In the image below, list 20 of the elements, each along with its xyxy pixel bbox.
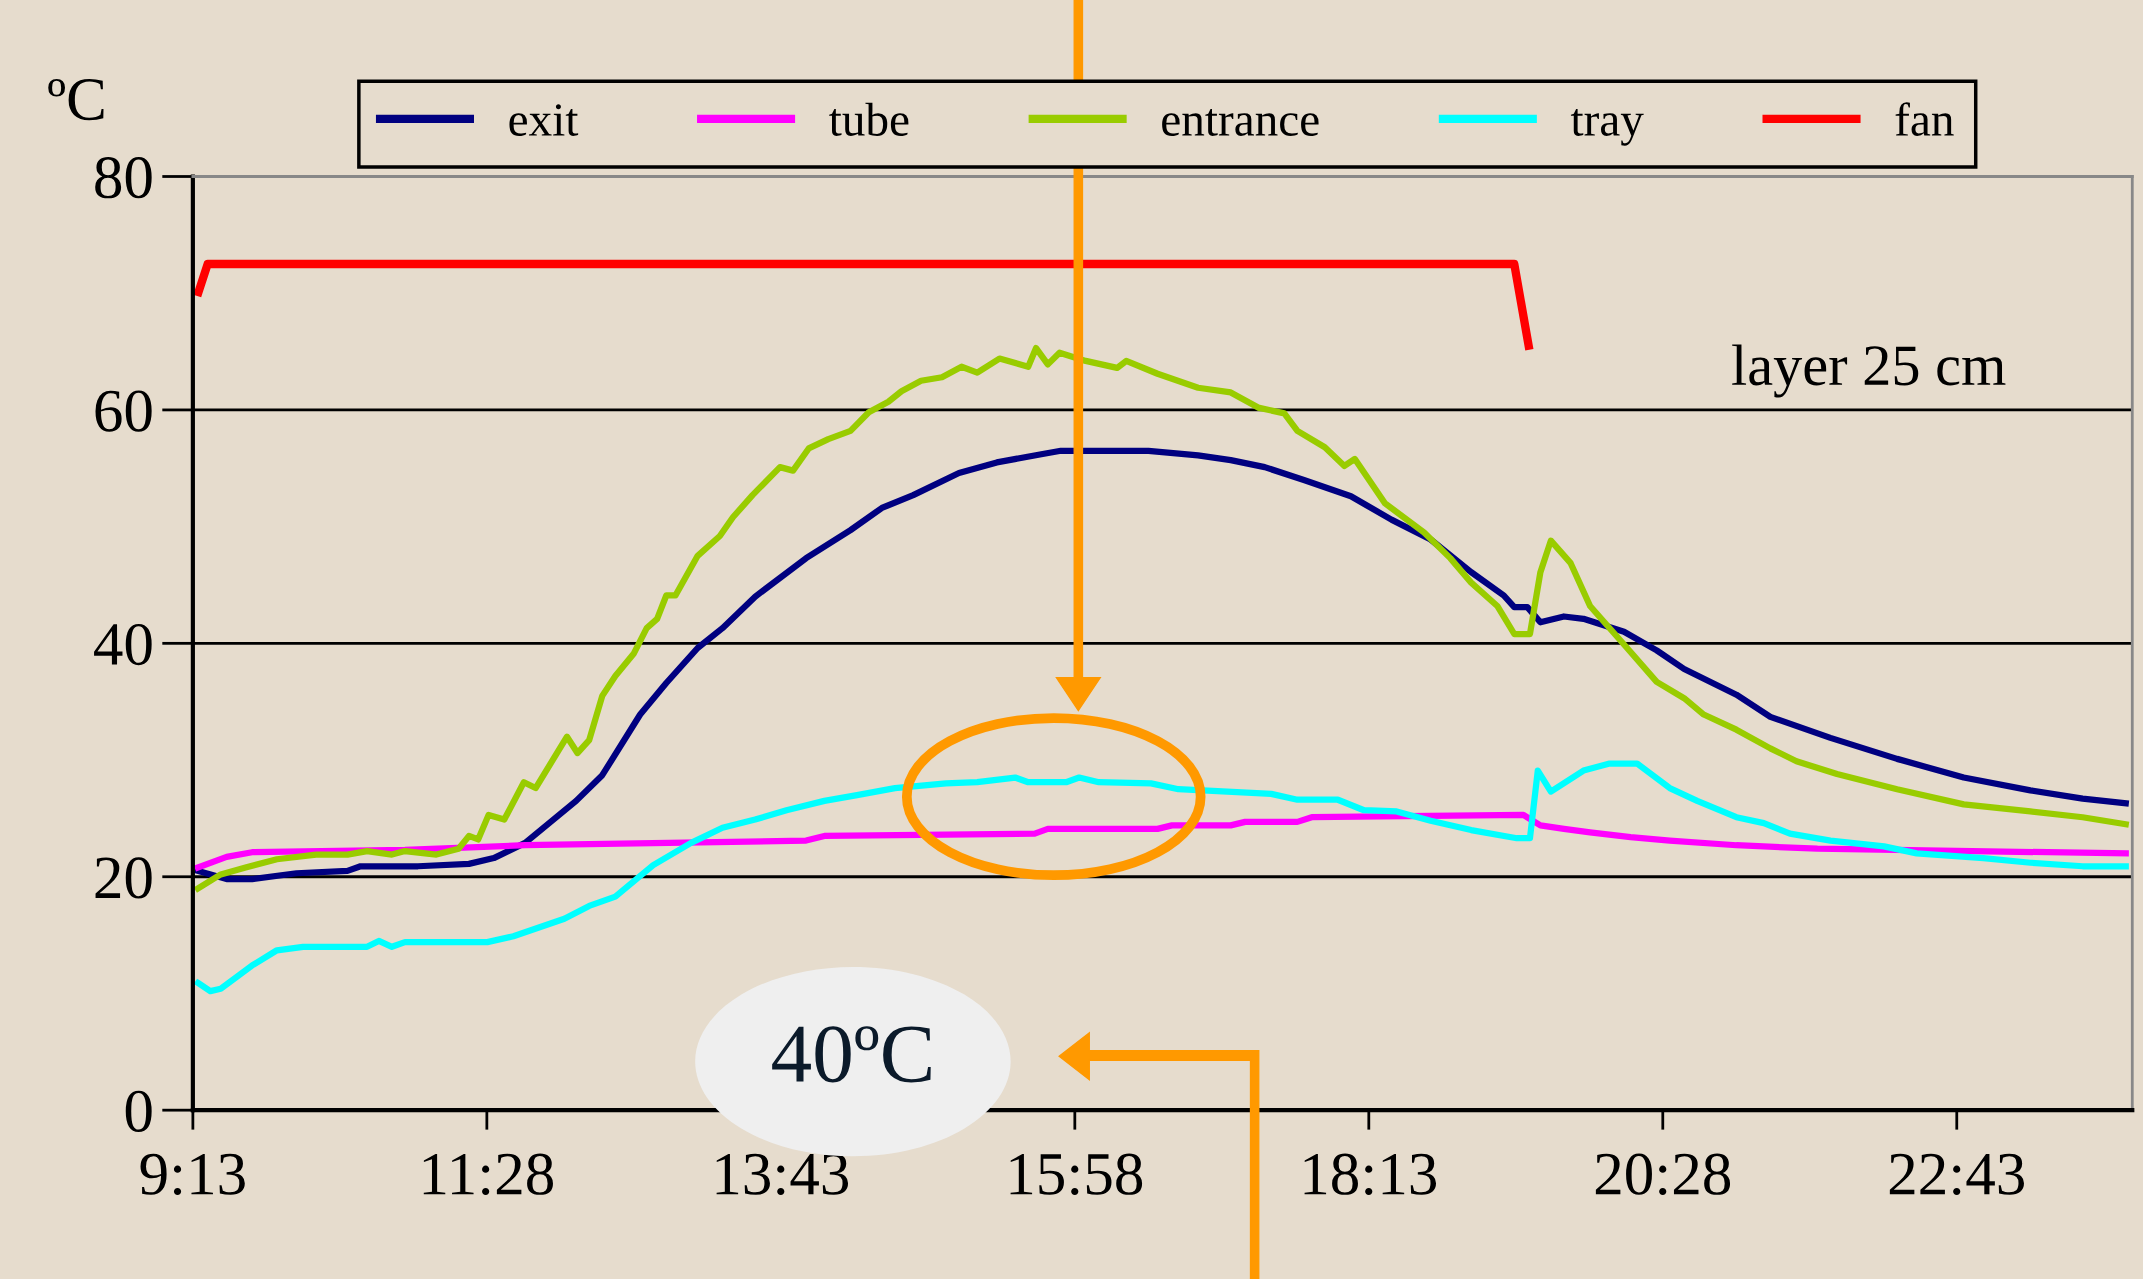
y-tick-label: 80 — [95, 157, 152, 199]
annotation: layer 25 cm — [1732, 344, 2006, 398]
x-tick-label: 22:43 — [1889, 1153, 2024, 1196]
annotation: 40ºC — [772, 1026, 931, 1083]
x-tick-label: 18:13 — [1304, 1153, 1437, 1196]
y-axis-title: ºC — [48, 78, 104, 121]
legend-label: exit — [509, 104, 579, 136]
y-tick-label: 40 — [94, 623, 152, 666]
x-tick-label: 20:28 — [1595, 1153, 1731, 1196]
legend-label: tube — [829, 102, 909, 136]
x-tick-label: 13:43 — [716, 1153, 849, 1196]
y-tick-label: 60 — [95, 390, 152, 432]
legend-label: entrance — [1162, 108, 1319, 136]
legend-label: fan — [1895, 102, 1954, 136]
legend-label: tray — [1570, 108, 1644, 146]
y-tick-label: 0 — [125, 1090, 152, 1132]
x-tick-label: 11:28 — [423, 1153, 553, 1196]
y-tick-label: 20 — [95, 857, 152, 899]
x-tick-label: 9:13 — [140, 1153, 245, 1196]
x-tick-label: 15:58 — [1010, 1153, 1143, 1196]
